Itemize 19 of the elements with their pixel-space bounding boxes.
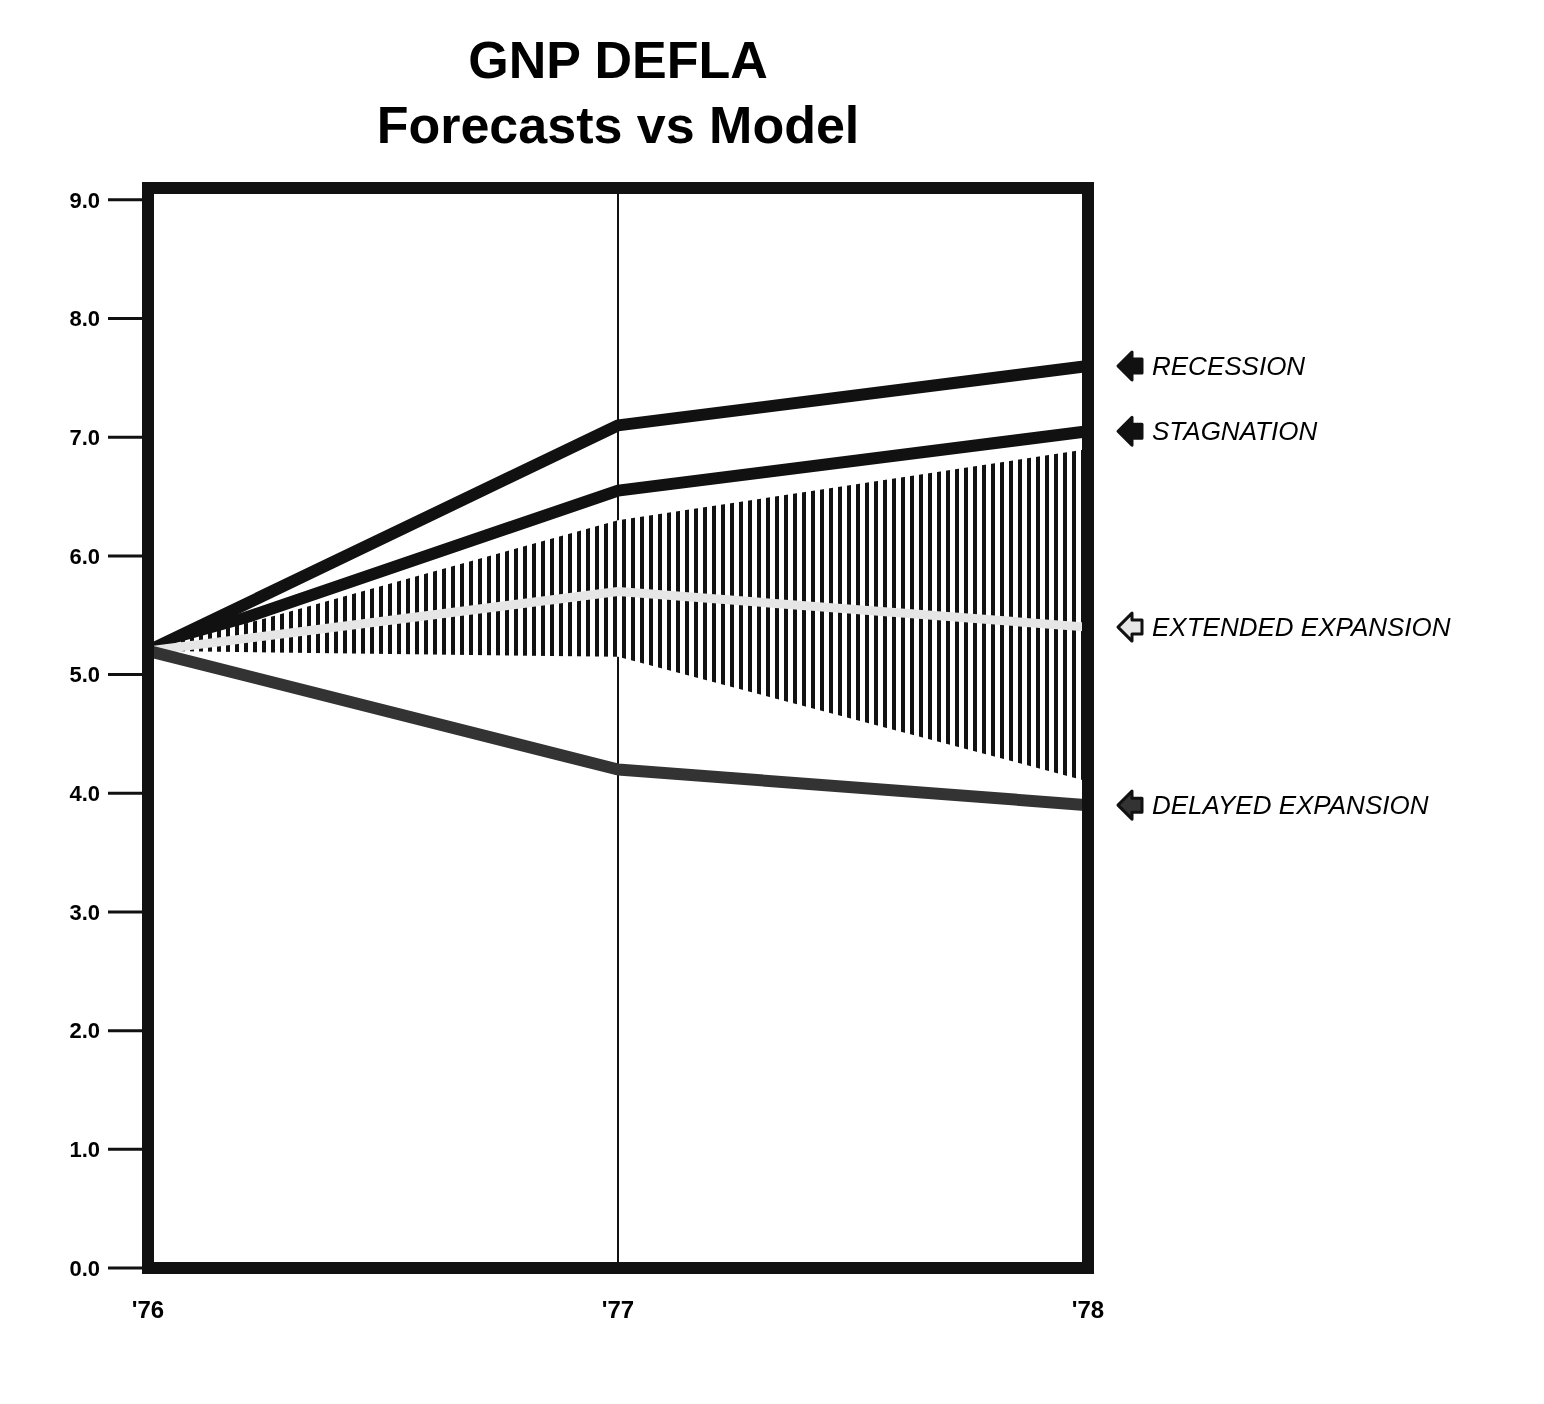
y-tick-label: 7.0 — [69, 424, 100, 450]
y-tick-label: 3.0 — [69, 899, 100, 925]
legend-label: RECESSION — [1152, 351, 1306, 382]
x-tick-label: '76 — [131, 1296, 165, 1323]
y-tick-label: 2.0 — [69, 1018, 100, 1044]
x-tick-label: '77 — [601, 1296, 635, 1323]
y-tick-label: 9.0 — [69, 187, 100, 213]
x-tick-label: '78 — [1071, 1296, 1105, 1323]
legend-label: DELAYED EXPANSION — [1152, 790, 1429, 821]
chart-subtitle: Forecasts vs Model — [376, 96, 860, 154]
y-tick-label: 6.0 — [69, 543, 100, 569]
chart-title: GNP DEFLA — [468, 31, 768, 89]
y-tick-label: 5.0 — [69, 662, 100, 688]
y-tick-label: 0.0 — [69, 1255, 100, 1281]
legend-label: EXTENDED EXPANSION — [1152, 612, 1451, 643]
y-tick-label: 1.0 — [69, 1137, 100, 1163]
legend-label: STAGNATION — [1152, 416, 1318, 447]
y-tick-label: 8.0 — [69, 306, 100, 332]
y-tick-label: 4.0 — [69, 780, 100, 806]
